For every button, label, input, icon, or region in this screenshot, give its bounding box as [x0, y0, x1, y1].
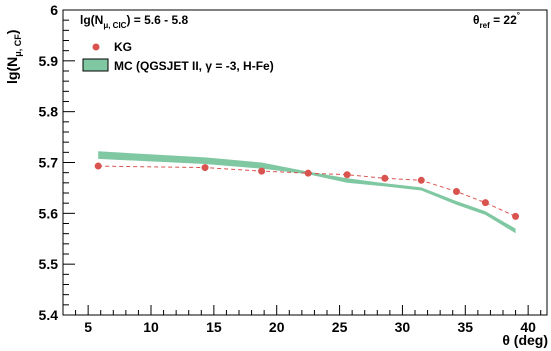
kg-point: [481, 199, 489, 207]
x-axis-tick-labels: 5 10 15 20 25 30 35 40: [84, 319, 536, 335]
mc-band: [98, 151, 516, 234]
y-tick-label: 6: [50, 2, 58, 18]
x-tick-label: 10: [143, 319, 159, 335]
y-axis-tick-labels: 5.4 5.5 5.6 5.7 5.8 5.9 6: [39, 2, 59, 323]
y-tick-label: 5.4: [39, 307, 59, 323]
y-tick-label: 5.8: [39, 104, 59, 120]
kg-point: [201, 164, 209, 172]
y-tick-label: 5.6: [39, 205, 59, 221]
kg-point: [417, 176, 425, 184]
kg-points: [94, 162, 520, 220]
x-tick-label: 40: [520, 319, 536, 335]
y-tick-label: 5.5: [39, 256, 59, 272]
x-axis-ticks: [62, 305, 542, 315]
x-tick-label: 20: [269, 319, 285, 335]
x-axis-label: θ (deg): [502, 332, 548, 348]
kg-line: [98, 165, 516, 217]
kg-point: [343, 171, 351, 179]
y-tick-label: 5.9: [39, 53, 59, 69]
legend-mc-label: MC (QGSJET II, γ = -3, H-Fe): [114, 59, 274, 73]
x-tick-label: 30: [395, 319, 411, 335]
y-axis-label: lg(Nμ, CF): [4, 30, 23, 84]
chart-title-right: θref = 22°: [473, 11, 520, 30]
kg-point: [452, 187, 460, 195]
x-tick-label: 25: [332, 319, 348, 335]
x-tick-label: 5: [84, 319, 92, 335]
legend-kg-marker: [92, 43, 100, 51]
kg-point: [304, 169, 312, 177]
x-tick-label: 35: [457, 319, 473, 335]
x-tick-label: 15: [206, 319, 222, 335]
y-axis-ticks: [63, 9, 75, 316]
legend: KG MC (QGSJET II, γ = -3, H-Fe): [82, 40, 274, 73]
kg-point: [512, 212, 520, 220]
y-tick-label: 5.7: [39, 155, 59, 171]
legend-mc-swatch: [82, 58, 109, 72]
kg-point: [258, 167, 266, 175]
chart-title-left: lg(Nμ, CIC) = 5.6 - 5.8: [80, 13, 188, 30]
kg-point: [381, 174, 389, 182]
legend-kg-label: KG: [114, 40, 132, 54]
kg-point: [94, 162, 102, 170]
